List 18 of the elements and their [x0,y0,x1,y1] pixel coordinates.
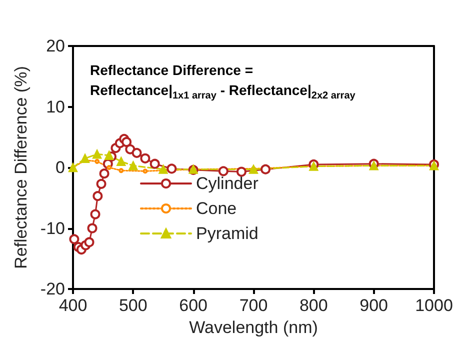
x-tick-label: 600 [179,296,208,315]
y-tick-label: 20 [46,36,65,56]
legend-label: Cylinder [196,174,259,193]
legend-label: Pyramid [196,224,258,243]
x-tick-label: 700 [239,296,268,315]
legend-label: Cone [196,199,237,218]
y-axis-title: Reflectance Difference (%) [12,66,31,269]
x-tick-label: 400 [58,296,88,315]
x-tick-label: 1000 [415,296,453,315]
annotation: Reflectance Difference = [90,62,254,78]
y-tick-label: -20 [40,280,65,298]
x-tick-label: 800 [299,296,328,315]
x-tick-label: 500 [118,296,148,315]
y-tick-label: 0 [56,158,65,177]
x-tick-label: 900 [360,296,388,315]
y-tick-label: -10 [40,218,65,238]
y-tick-label: 10 [46,97,65,116]
x-axis-title: Wavelength (nm) [189,318,318,337]
